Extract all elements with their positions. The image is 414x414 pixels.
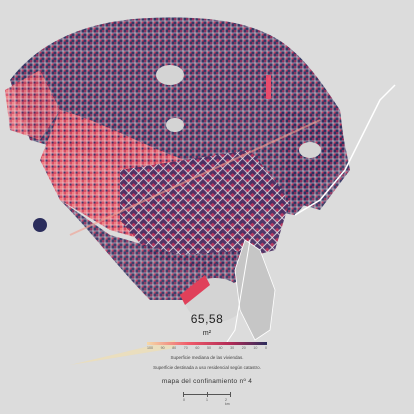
- legend-ticks: 100 90 80 70 60 50 40 30 20 10 0: [147, 346, 267, 352]
- legend-tick: 70: [183, 346, 188, 350]
- legend-tick: 40: [218, 346, 223, 350]
- legend-color-ramp: [147, 342, 267, 345]
- legend-tick: 80: [172, 346, 177, 350]
- legend-tick: 10: [253, 346, 258, 350]
- urban-area-south: [60, 200, 250, 300]
- map-subtitle: mapa del confinamiento nº 4: [161, 378, 253, 385]
- scale-tick: [207, 392, 208, 397]
- urban-area-northwest: [5, 70, 60, 140]
- scale-label: 2 km: [225, 398, 230, 406]
- scale-label: 0: [183, 398, 185, 402]
- light-beam: [70, 340, 175, 365]
- park-east: [299, 142, 321, 158]
- legend-tick: 60: [195, 346, 200, 350]
- park-north: [156, 65, 184, 85]
- metric-unit: m²: [202, 330, 212, 337]
- legend-note-cadastre: Superficie destinada a uso residencial s…: [153, 365, 261, 370]
- legend-tick: 100: [147, 346, 153, 350]
- scale-tick: [230, 392, 231, 397]
- coastline: [294, 84, 396, 216]
- scale-tick: [183, 392, 184, 397]
- legend-note-median: Superficie mediana de las viviendas.: [170, 355, 244, 360]
- legend-tick: 0: [264, 346, 267, 350]
- coastline-south: [224, 239, 251, 346]
- legend-tick: 90: [160, 346, 165, 350]
- park-center: [166, 118, 184, 132]
- parcel-dark-west: [33, 218, 47, 232]
- metric-value: 65,58: [190, 312, 224, 326]
- legend-tick: 30: [230, 346, 235, 350]
- scale-bar: 0 1 2 km: [183, 390, 231, 406]
- urban-area-east: [280, 110, 350, 210]
- parcel-red-south: [180, 275, 210, 305]
- legend-tick: 50: [206, 346, 211, 350]
- avenue-diagonal: [69, 119, 321, 236]
- legend-tick: 20: [241, 346, 246, 350]
- parcel-pink-north: [266, 75, 271, 99]
- urban-area-eixample: [120, 150, 290, 270]
- scale-label: 1: [206, 398, 208, 402]
- port-area: [234, 239, 276, 341]
